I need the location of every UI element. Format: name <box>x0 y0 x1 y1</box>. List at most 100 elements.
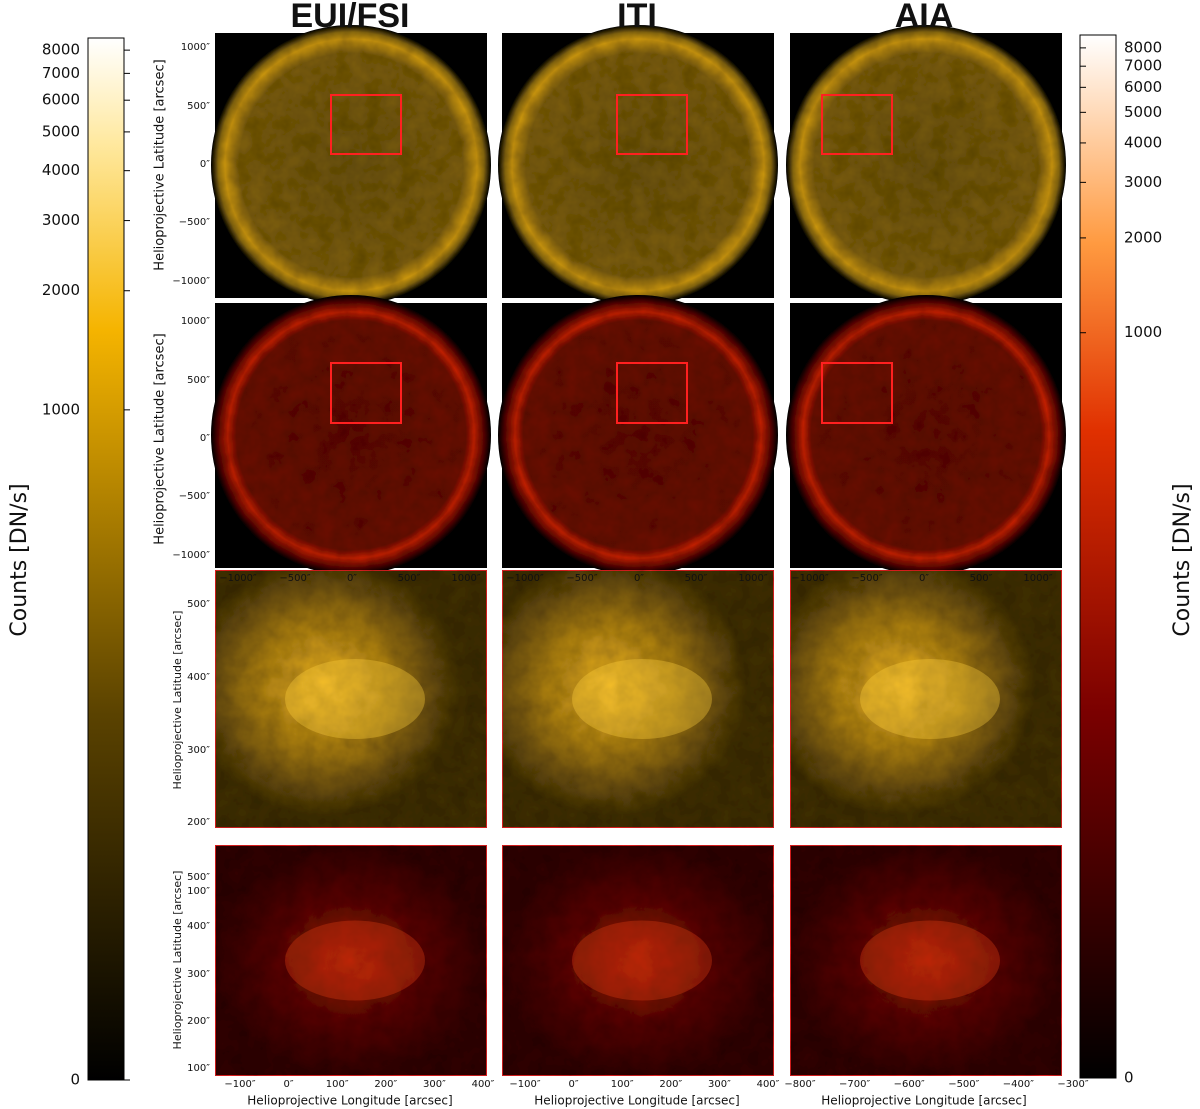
x-tick-label: 100″ <box>611 1079 634 1090</box>
x-tick-label: −500″ <box>566 573 597 584</box>
colorbar-tick-label: 5000 <box>1124 103 1162 121</box>
colorbar-tick-label: 1000 <box>42 400 80 418</box>
y-tick-label: 500″ <box>187 872 210 883</box>
sun-disk <box>786 295 1066 575</box>
x-tick-label: −600″ <box>894 1079 925 1090</box>
y-tick-label: 200″ <box>187 1016 210 1027</box>
active-region <box>860 659 1000 739</box>
colorbar-tick-label: 3000 <box>42 211 80 229</box>
x-tick-label: −800″ <box>784 1079 815 1090</box>
colorbar-tick-label: 8000 <box>1124 38 1162 56</box>
y-axis-label: Helioprojective Latitude [arcsec] <box>153 333 168 544</box>
x-tick-label: −700″ <box>839 1079 870 1090</box>
x-tick-label: 400″ <box>757 1079 780 1090</box>
x-tick-label: 1000″ <box>451 573 480 584</box>
colorbar-tick-label: 2000 <box>1124 228 1162 246</box>
sun-disk <box>498 25 778 305</box>
y-tick-label: 0″ <box>200 433 210 444</box>
colorbar-tick-label: 7000 <box>1124 57 1162 75</box>
x-tick-label: 300″ <box>708 1079 731 1090</box>
x-tick-label: 0″ <box>347 573 357 584</box>
x-tick-label: −1000″ <box>506 573 544 584</box>
image-panel <box>211 25 491 305</box>
active-region <box>860 920 1000 1001</box>
y-axis-label: Helioprojective Latitude [arcsec] <box>171 611 184 790</box>
x-tick-label: 500″ <box>970 573 993 584</box>
x-tick-label: −300″ <box>1057 1079 1088 1090</box>
roi-box <box>616 362 688 424</box>
roi-box <box>330 362 402 424</box>
x-tick-label: 400″ <box>472 1079 495 1090</box>
image-panel <box>214 569 488 829</box>
y-tick-label: −500″ <box>179 217 210 228</box>
y-axis-label: Helioprojective Latitude [arcsec] <box>171 871 184 1050</box>
x-tick-label: −100″ <box>224 1079 255 1090</box>
x-tick-label: 300″ <box>423 1079 446 1090</box>
y-tick-label: 300″ <box>187 969 210 980</box>
x-tick-label: 1000″ <box>738 573 767 584</box>
x-axis-label: Helioprojective Longitude [arcsec] <box>247 1094 452 1108</box>
image-panel <box>789 569 1063 829</box>
image-panel <box>211 295 491 575</box>
x-tick-label: −500″ <box>851 573 882 584</box>
roi-box <box>821 362 893 424</box>
active-region <box>572 659 712 739</box>
sun-disk <box>211 25 491 305</box>
active-region <box>285 920 425 1001</box>
colorbar-red <box>1079 34 1117 1079</box>
roi-box <box>616 94 688 155</box>
y-tick-label: −500″ <box>179 491 210 502</box>
x-tick-label: 200″ <box>659 1079 682 1090</box>
image-panel <box>786 295 1066 575</box>
image-panel <box>498 25 778 305</box>
roi-box <box>821 94 893 155</box>
image-panel <box>786 25 1066 305</box>
sun-disk <box>498 295 778 575</box>
y-axis-label: Helioprojective Latitude [arcsec] <box>153 59 168 270</box>
active-region <box>285 659 425 739</box>
x-tick-label: −400″ <box>1003 1079 1034 1090</box>
x-tick-label: −1000″ <box>791 573 829 584</box>
y-tick-label: 500″ <box>187 599 210 610</box>
panel-bg <box>214 844 488 1077</box>
y-tick-label: 500″ <box>187 375 210 386</box>
column-title: ITI <box>617 0 657 35</box>
y-tick-label: 400″ <box>187 672 210 683</box>
x-tick-label: 0″ <box>919 573 929 584</box>
roi-box <box>330 94 402 155</box>
image-panel <box>501 569 775 829</box>
image-panel <box>498 295 778 575</box>
y-tick-label: 200″ <box>187 817 210 828</box>
x-tick-label: 100″ <box>326 1079 349 1090</box>
x-tick-label: −100″ <box>509 1079 540 1090</box>
y-tick-label: 1000″ <box>181 316 210 327</box>
colorbar-label: Counts [DN/s] <box>1170 483 1195 636</box>
y-tick-label: 100″ <box>187 1063 210 1074</box>
y-tick-label: 500″ <box>187 101 210 112</box>
x-axis-label: Helioprojective Longitude [arcsec] <box>821 1094 1026 1108</box>
colorbar-tick-label: 4000 <box>1124 133 1162 151</box>
colorbar-tick-label: 2000 <box>42 281 80 299</box>
colorbar-tick-label: 0 <box>70 1071 80 1089</box>
colorbar-tick-label: 0 <box>1124 1069 1134 1087</box>
y-tick-label: 300″ <box>187 745 210 756</box>
x-tick-label: 500″ <box>685 573 708 584</box>
y-tick-label: 400″ <box>187 921 210 932</box>
sun-disk <box>211 295 491 575</box>
panel-bg <box>214 569 488 829</box>
y-tick-label: 0″ <box>200 159 210 170</box>
sun-disk <box>786 25 1066 305</box>
x-tick-label: 500″ <box>398 573 421 584</box>
colorbar-yellow <box>87 37 125 1081</box>
x-tick-label: 0″ <box>284 1079 294 1090</box>
image-panel <box>789 844 1063 1077</box>
colorbar-tick-label: 5000 <box>42 122 80 140</box>
y-tick-label: 1000″ <box>181 42 210 53</box>
x-axis-label: Helioprojective Longitude [arcsec] <box>534 1094 739 1108</box>
colorbar-tick-label: 8000 <box>42 41 80 59</box>
colorbar-tick-label: 1000 <box>1124 323 1162 341</box>
column-title: EUI/FSI <box>290 0 409 35</box>
x-tick-label: −1000″ <box>219 573 257 584</box>
x-tick-label: −500″ <box>948 1079 979 1090</box>
